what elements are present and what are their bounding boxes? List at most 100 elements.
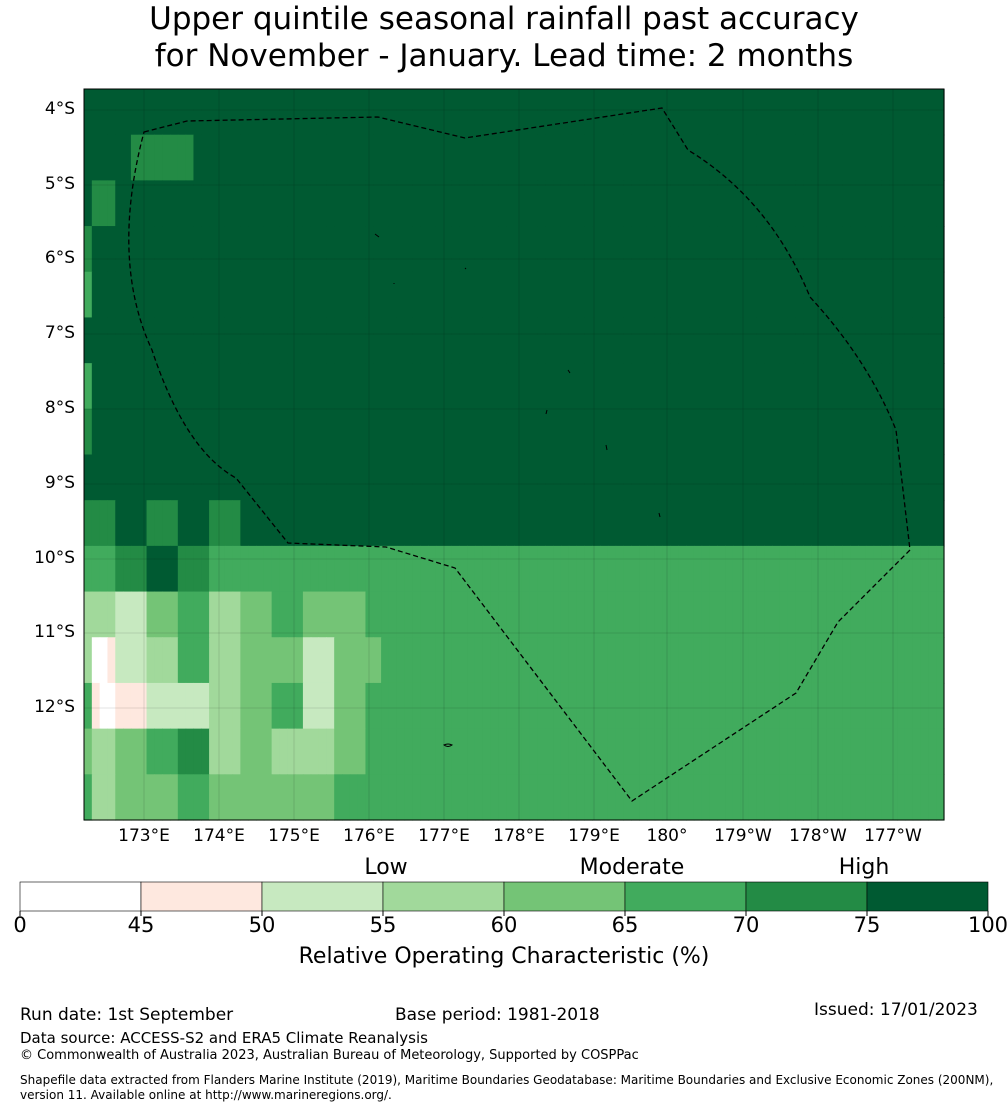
heatmap-cell bbox=[342, 89, 351, 136]
heatmap-cell bbox=[99, 728, 109, 775]
heatmap-cell bbox=[474, 637, 484, 684]
heatmap-cell bbox=[443, 180, 453, 227]
heatmap-cell bbox=[772, 591, 781, 638]
heatmap-cell bbox=[545, 271, 554, 319]
heatmap-cell bbox=[107, 226, 116, 273]
heatmap-cell bbox=[91, 226, 101, 273]
longitude-tick-label: 177°W bbox=[864, 826, 922, 846]
heatmap-cell bbox=[779, 317, 789, 364]
heatmap-cell bbox=[873, 317, 883, 364]
heatmap-cell bbox=[373, 271, 382, 319]
heatmap-cell bbox=[443, 774, 453, 821]
heatmap-cell bbox=[170, 774, 179, 821]
heatmap-cell bbox=[177, 454, 187, 501]
heatmap-cell bbox=[99, 317, 109, 364]
heatmap-cell bbox=[607, 637, 617, 684]
heatmap-cell bbox=[795, 226, 804, 273]
heatmap-cell bbox=[404, 728, 413, 775]
heatmap-cell bbox=[654, 271, 664, 319]
heatmap-cell bbox=[162, 271, 171, 319]
heatmap-cell bbox=[428, 180, 437, 227]
heatmap-cell bbox=[287, 682, 296, 730]
heatmap-cell bbox=[146, 637, 155, 684]
heatmap-cell bbox=[592, 774, 601, 821]
heatmap-cell bbox=[216, 134, 226, 181]
heatmap-cell bbox=[600, 134, 609, 181]
heatmap-cell bbox=[138, 454, 148, 501]
heatmap-cell bbox=[193, 317, 202, 364]
heatmap-cell bbox=[365, 408, 374, 456]
heatmap-cell bbox=[732, 317, 742, 364]
heatmap-cell bbox=[302, 637, 312, 684]
heatmap-cell bbox=[381, 180, 390, 227]
heatmap-cell bbox=[787, 226, 797, 273]
heatmap-cell bbox=[154, 682, 163, 730]
heatmap-cell bbox=[357, 454, 367, 501]
heatmap-cell bbox=[381, 500, 390, 547]
heatmap-cell bbox=[842, 774, 851, 821]
heatmap-cell bbox=[373, 545, 382, 593]
heatmap-cell bbox=[459, 134, 468, 181]
heatmap-cell bbox=[748, 500, 757, 547]
heatmap-cell bbox=[357, 226, 367, 273]
heatmap-cell bbox=[435, 317, 445, 364]
heatmap-cell bbox=[928, 728, 937, 775]
heatmap-cell bbox=[365, 226, 374, 273]
heatmap-cell bbox=[858, 682, 867, 730]
heatmap-cell bbox=[803, 728, 812, 775]
heatmap-cell bbox=[631, 271, 640, 319]
colorbar-tick-label: 55 bbox=[369, 913, 397, 937]
heatmap-cell bbox=[553, 226, 562, 273]
heatmap-cell bbox=[388, 454, 398, 501]
heatmap-cell bbox=[404, 545, 413, 593]
heatmap-cell bbox=[295, 454, 304, 501]
heatmap-cell bbox=[607, 226, 617, 273]
heatmap-cell bbox=[326, 271, 335, 319]
heatmap-cell bbox=[772, 134, 781, 181]
heatmap-cell bbox=[302, 545, 312, 593]
heatmap-cell bbox=[631, 180, 640, 227]
heatmap-cell bbox=[287, 317, 296, 364]
heatmap-cell bbox=[115, 180, 124, 227]
heatmap-cell bbox=[576, 89, 585, 136]
heatmap-cell bbox=[279, 728, 288, 775]
heatmap-cell bbox=[756, 637, 765, 684]
heatmap-cell bbox=[709, 89, 718, 136]
heatmap-cell bbox=[545, 500, 554, 547]
heatmap-cell bbox=[748, 545, 757, 593]
heatmap-cell bbox=[193, 500, 202, 547]
heatmap-cell bbox=[326, 317, 335, 364]
heatmap-cell bbox=[592, 728, 601, 775]
heatmap-cell bbox=[764, 454, 773, 501]
heatmap-cell bbox=[873, 728, 883, 775]
heatmap-cell bbox=[639, 271, 648, 319]
heatmap-cell bbox=[873, 774, 883, 821]
heatmap-cell bbox=[310, 89, 320, 136]
heatmap-cell bbox=[162, 637, 171, 684]
heatmap-cell bbox=[310, 545, 320, 593]
heatmap-cell bbox=[654, 500, 664, 547]
heatmap-cell bbox=[646, 226, 656, 273]
heatmap-cell bbox=[396, 637, 406, 684]
heatmap-cell bbox=[537, 774, 546, 821]
heatmap-cell bbox=[146, 682, 155, 730]
heatmap-cell bbox=[842, 454, 851, 501]
heatmap-cell bbox=[756, 500, 765, 547]
heatmap-cell bbox=[529, 317, 539, 364]
colorbar-segment bbox=[624, 881, 747, 912]
heatmap-cell bbox=[779, 545, 789, 593]
heatmap-cell bbox=[154, 500, 163, 547]
heatmap-cell bbox=[177, 408, 187, 456]
heatmap-cell bbox=[670, 134, 679, 181]
heatmap-cell bbox=[302, 728, 312, 775]
heatmap-cell bbox=[256, 637, 265, 684]
heatmap-cell bbox=[302, 226, 312, 273]
heatmap-cell bbox=[201, 728, 210, 775]
heatmap-cell bbox=[193, 637, 202, 684]
heatmap-cell bbox=[607, 317, 617, 364]
heatmap-cell bbox=[709, 774, 718, 821]
heatmap-cell bbox=[897, 454, 906, 501]
heatmap-cell bbox=[928, 500, 937, 547]
heatmap-cell bbox=[467, 408, 476, 456]
heatmap-cell bbox=[607, 408, 617, 456]
